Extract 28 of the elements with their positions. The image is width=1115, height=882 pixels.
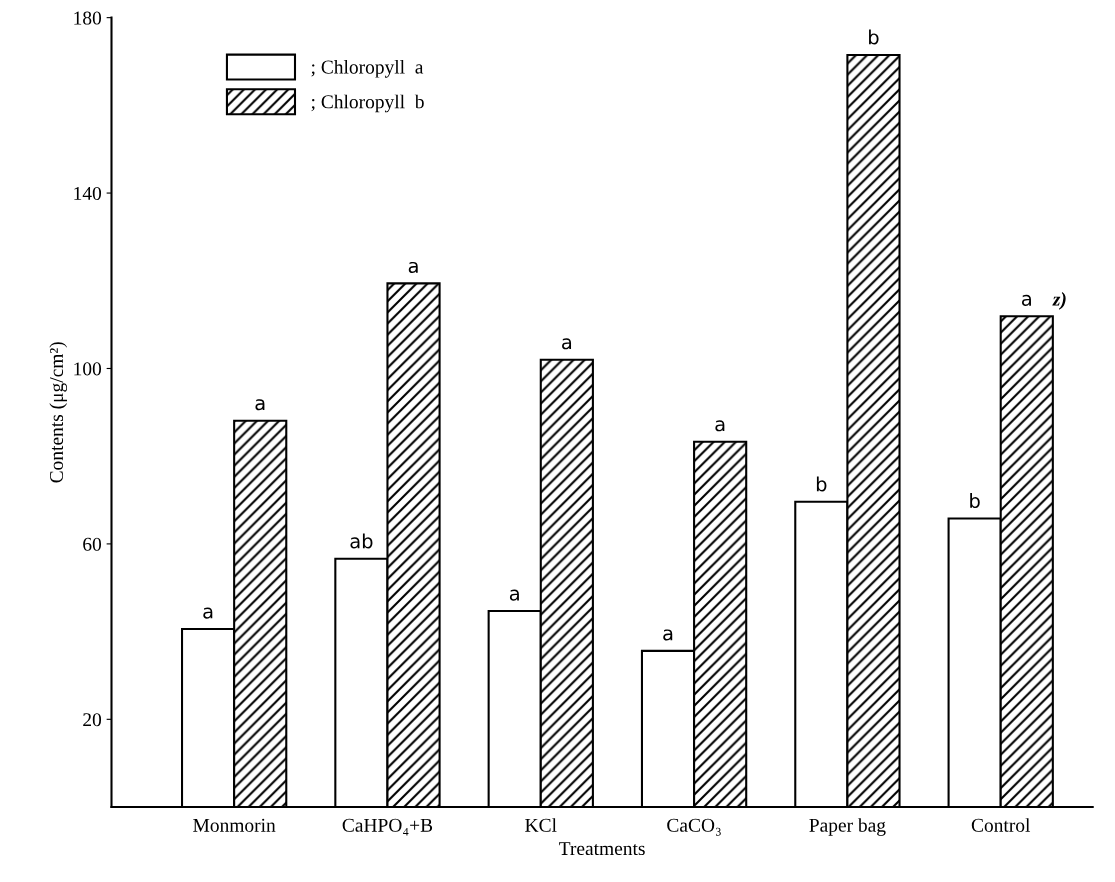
y-tick-label: 60 — [83, 537, 102, 551]
annotation: a — [1021, 294, 1031, 306]
annotation: a — [203, 607, 213, 619]
x-tick-label: Monmorin — [193, 818, 276, 832]
annotation: a — [663, 629, 673, 641]
legend-label: ; Chloropyll a — [311, 59, 424, 78]
x-tick-label: CaHPO₄+B — [342, 818, 433, 836]
x-axis-title: Treatments — [559, 842, 645, 856]
y-tick-label: 20 — [83, 713, 102, 727]
y-tick-label: 180 — [74, 11, 102, 25]
annotation: a — [715, 420, 725, 432]
legend-label: ; Chloropyll b — [311, 94, 424, 113]
x-tick-label: Paper bag — [809, 818, 886, 836]
annotation: b — [816, 476, 827, 492]
y-axis-title: Contents (μg/cm²) — [49, 342, 68, 483]
x-tick-label: KCl — [525, 818, 557, 832]
annotation: b — [869, 29, 879, 45]
annotation: a — [509, 589, 519, 601]
x-tick-label: CaCO₃ — [667, 818, 721, 836]
annotation: a — [562, 338, 572, 350]
y-tick-label: 140 — [74, 186, 102, 200]
annotation: b — [970, 493, 980, 509]
y-tick-label: 100 — [74, 362, 102, 376]
x-tick-label: Control — [971, 818, 1031, 832]
annotation: z) — [1052, 292, 1066, 310]
annotation: a — [255, 399, 265, 411]
annotation: ab — [350, 533, 373, 549]
annotation: a — [408, 261, 418, 274]
